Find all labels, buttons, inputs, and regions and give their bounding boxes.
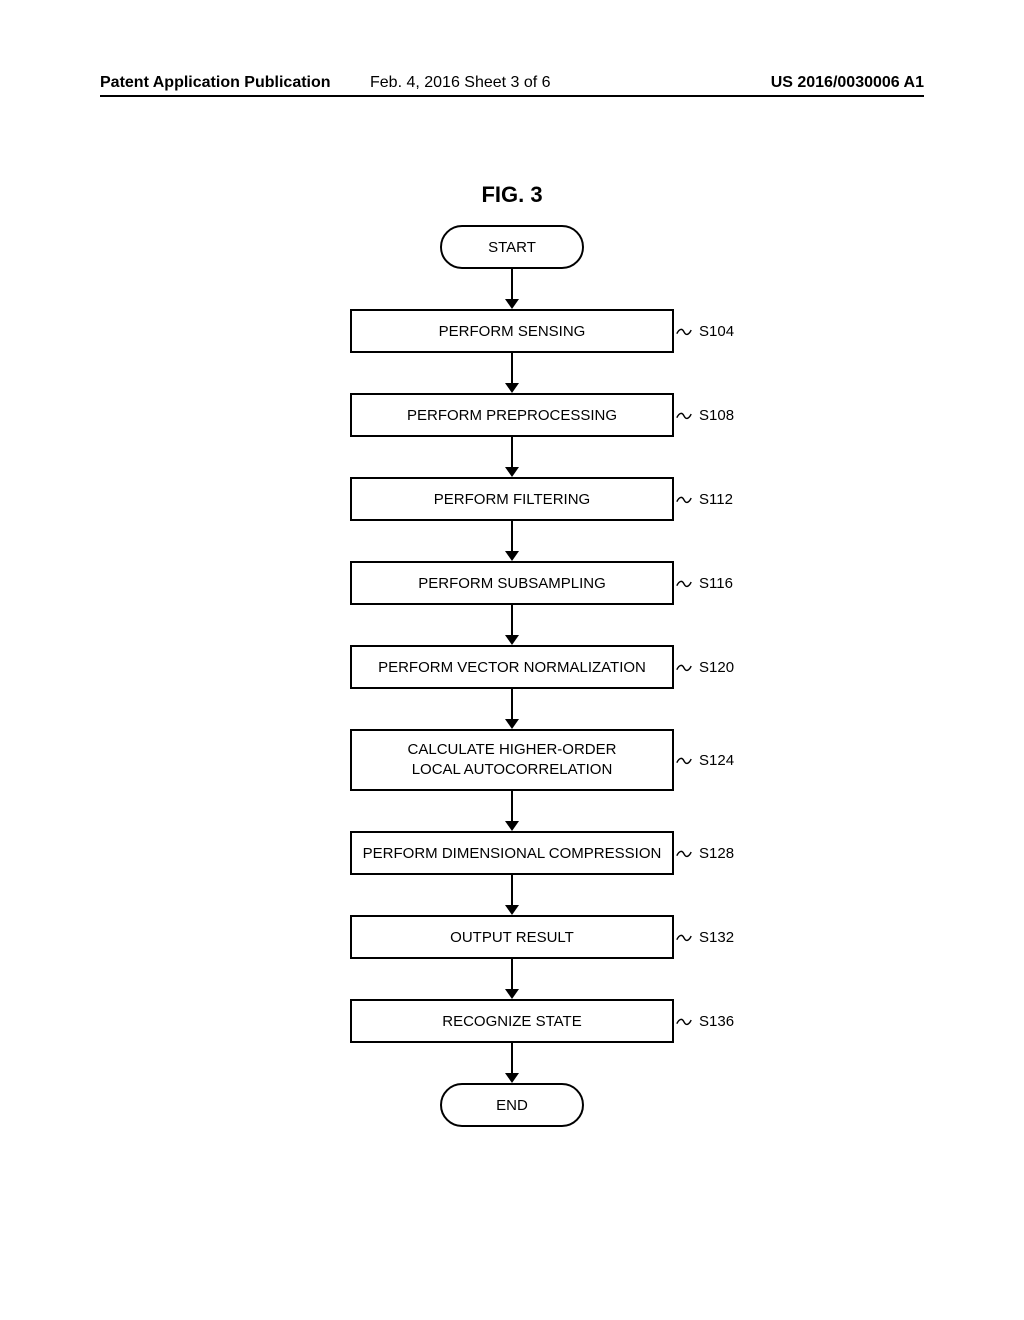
process-text: CALCULATE HIGHER-ORDER LOCAL AUTOCORRELA… — [408, 740, 617, 781]
process-text: OUTPUT RESULT — [450, 929, 574, 946]
flow-step-row: RECOGNIZE STATES136 — [350, 999, 674, 1043]
header-publication: Patent Application Publication — [100, 74, 331, 92]
step-reference-label: S112 — [675, 490, 733, 508]
flow-arrow — [350, 269, 674, 309]
process-text: PERFORM SENSING — [439, 323, 586, 340]
process-text: PERFORM DIMENSIONAL COMPRESSION — [363, 845, 662, 862]
process-box: PERFORM VECTOR NORMALIZATION — [350, 645, 674, 689]
header-rule — [100, 95, 924, 97]
step-reference-label: S132 — [675, 928, 734, 946]
process-box: PERFORM SENSING — [350, 309, 674, 353]
flow-arrow — [350, 959, 674, 999]
flow-arrow — [350, 1043, 674, 1083]
process-text: PERFORM FILTERING — [434, 491, 590, 508]
flow-arrow — [350, 791, 674, 831]
flow-step-row: PERFORM FILTERINGS112 — [350, 477, 674, 521]
flow-arrow — [350, 437, 674, 477]
process-box: RECOGNIZE STATE — [350, 999, 674, 1043]
step-reference-label: S136 — [675, 1012, 734, 1030]
flow-step-row: CALCULATE HIGHER-ORDER LOCAL AUTOCORRELA… — [350, 729, 674, 791]
flow-arrow — [350, 689, 674, 729]
step-reference-label: S128 — [675, 844, 734, 862]
process-box: PERFORM DIMENSIONAL COMPRESSION — [350, 831, 674, 875]
process-text: PERFORM VECTOR NORMALIZATION — [378, 659, 646, 676]
flow-step-row: PERFORM VECTOR NORMALIZATIONS120 — [350, 645, 674, 689]
terminal-end: END — [440, 1083, 584, 1127]
flow-arrow — [350, 605, 674, 645]
flow-arrow — [350, 353, 674, 393]
process-text: PERFORM SUBSAMPLING — [418, 575, 606, 592]
flow-arrow — [350, 521, 674, 561]
header-patent-number: US 2016/0030006 A1 — [771, 74, 924, 92]
process-box: PERFORM PREPROCESSING — [350, 393, 674, 437]
header-date-sheet: Feb. 4, 2016 Sheet 3 of 6 — [370, 74, 551, 92]
step-reference-label: S104 — [675, 322, 734, 340]
flow-step-row: PERFORM SUBSAMPLINGS116 — [350, 561, 674, 605]
terminal-start: START — [440, 225, 584, 269]
flow-step-row: OUTPUT RESULTS132 — [350, 915, 674, 959]
process-text: PERFORM PREPROCESSING — [407, 407, 617, 424]
terminal-start-label: START — [488, 239, 536, 256]
flow-step-row: PERFORM DIMENSIONAL COMPRESSIONS128 — [350, 831, 674, 875]
process-box: PERFORM FILTERING — [350, 477, 674, 521]
flow-arrow — [350, 875, 674, 915]
step-reference-label: S124 — [675, 751, 734, 769]
process-text: RECOGNIZE STATE — [442, 1013, 581, 1030]
process-box: CALCULATE HIGHER-ORDER LOCAL AUTOCORRELA… — [350, 729, 674, 791]
step-reference-label: S108 — [675, 406, 734, 424]
flow-step-row: PERFORM PREPROCESSINGS108 — [350, 393, 674, 437]
page: Patent Application Publication Feb. 4, 2… — [0, 0, 1024, 1320]
process-box: OUTPUT RESULT — [350, 915, 674, 959]
terminal-end-label: END — [496, 1097, 528, 1114]
flow-step-row: PERFORM SENSINGS104 — [350, 309, 674, 353]
step-reference-label: S116 — [675, 574, 733, 592]
step-reference-label: S120 — [675, 658, 734, 676]
process-box: PERFORM SUBSAMPLING — [350, 561, 674, 605]
flowchart: START PERFORM SENSINGS104PERFORM PREPROC… — [0, 225, 1024, 1127]
figure-title: FIG. 3 — [0, 182, 1024, 208]
